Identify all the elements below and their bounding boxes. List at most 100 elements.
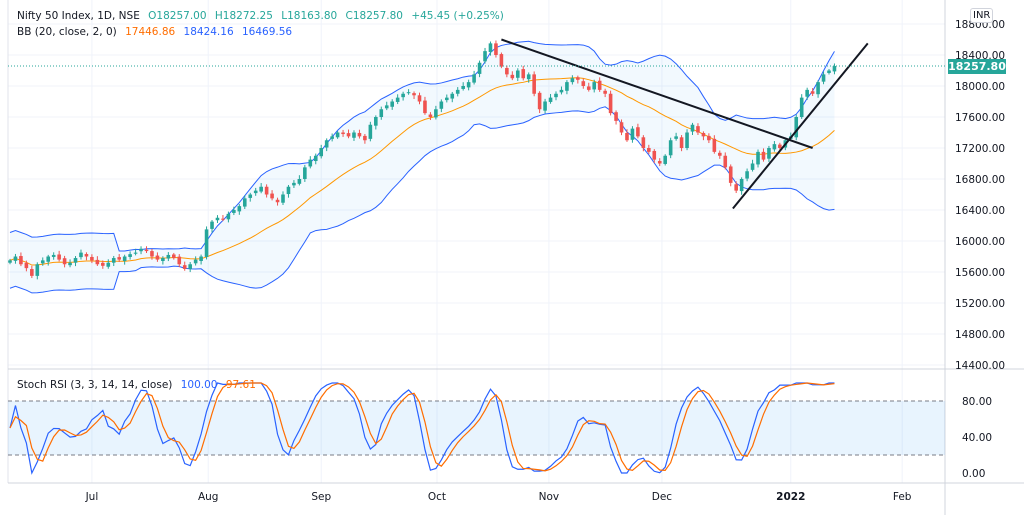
candle xyxy=(68,259,72,268)
candle-body xyxy=(144,249,149,252)
candle xyxy=(723,152,728,170)
candle xyxy=(652,149,657,164)
candle-body xyxy=(57,254,61,260)
candle xyxy=(799,94,804,119)
candle xyxy=(647,144,651,155)
candle-body xyxy=(193,259,198,264)
candle-body xyxy=(674,136,678,139)
candle-body xyxy=(745,171,749,179)
candle xyxy=(259,183,263,194)
low-value: L18163.80 xyxy=(281,10,338,22)
candle xyxy=(581,78,586,89)
candle xyxy=(308,156,313,169)
candle xyxy=(663,154,667,166)
candle-body xyxy=(166,254,171,259)
candle xyxy=(805,87,809,100)
candle xyxy=(499,52,504,69)
candle-body xyxy=(630,128,635,140)
candle-body xyxy=(150,251,154,257)
candle xyxy=(106,259,111,269)
symbol-legend: Nifty 50 Index, 1D, NSE O18257.00 H18272… xyxy=(17,10,509,22)
candle xyxy=(679,135,684,152)
price-tick-label: 15600.00 xyxy=(955,267,1005,279)
candle xyxy=(455,87,460,97)
candle xyxy=(46,254,51,266)
candle-body xyxy=(79,252,83,258)
candle xyxy=(734,181,738,194)
candle-body xyxy=(718,152,722,156)
candle-body xyxy=(570,78,575,83)
candle xyxy=(248,192,253,202)
candle-body xyxy=(46,256,51,262)
candle xyxy=(756,149,760,168)
candle-body xyxy=(761,151,766,160)
candle xyxy=(286,184,291,198)
currency-badge[interactable]: INR xyxy=(970,8,994,23)
candle-body xyxy=(215,217,220,221)
candle xyxy=(690,122,695,136)
candle-body xyxy=(368,124,373,139)
candle xyxy=(395,94,400,105)
time-tick-label: Nov xyxy=(539,491,560,503)
price-tick-label: 14400.00 xyxy=(955,360,1005,372)
time-tick-label: Aug xyxy=(198,491,219,503)
candle-body xyxy=(19,256,23,265)
price-tick-label: 16000.00 xyxy=(955,236,1005,248)
candle-body xyxy=(827,70,831,73)
candle-body xyxy=(204,229,209,257)
candle xyxy=(712,135,717,154)
candle-body xyxy=(483,51,487,62)
candle xyxy=(232,206,236,216)
candle xyxy=(330,133,334,142)
bb-legend[interactable]: BB (20, close, 2, 0) 17446.86 18424.16 1… xyxy=(17,26,297,38)
candle-body xyxy=(657,161,662,164)
candle-body xyxy=(559,89,564,93)
candle xyxy=(374,115,378,130)
candle xyxy=(215,215,220,224)
candle-body xyxy=(750,163,755,170)
candle-body xyxy=(608,93,613,114)
candle xyxy=(13,253,18,264)
candle-body xyxy=(810,91,815,94)
candle xyxy=(657,158,662,167)
trendline xyxy=(732,42,869,210)
candle xyxy=(297,175,302,186)
candle-body xyxy=(723,155,728,168)
candle xyxy=(30,265,34,279)
candle xyxy=(728,164,733,187)
stoch-label: Stoch RSI (3, 3, 14, 14, close) xyxy=(17,379,173,391)
candle-body xyxy=(597,80,602,90)
candle-body xyxy=(24,262,29,269)
candle xyxy=(101,260,105,269)
bb-upper-line xyxy=(9,40,835,252)
candle-body xyxy=(515,70,520,78)
candle-body xyxy=(286,186,291,195)
candle xyxy=(204,226,209,260)
bb-upper-value: 18424.16 xyxy=(183,26,234,38)
candle-body xyxy=(450,93,455,99)
candle xyxy=(570,75,575,85)
candle xyxy=(292,180,296,188)
candle xyxy=(363,133,367,144)
candle-body xyxy=(401,93,405,98)
stoch-legend[interactable]: Stoch RSI (3, 3, 14, 14, close) 100.00 9… xyxy=(17,379,261,391)
candle-body xyxy=(226,213,231,220)
candle-body xyxy=(805,89,809,97)
candle-body xyxy=(253,190,258,194)
candle-body xyxy=(155,255,160,260)
time-tick-label: Oct xyxy=(428,491,446,503)
candle xyxy=(423,96,427,115)
close-value: C18257.80 xyxy=(345,10,403,22)
candle-body xyxy=(95,259,100,265)
candle xyxy=(161,256,165,265)
candle xyxy=(90,254,94,264)
candle-body xyxy=(395,97,400,102)
candle-body xyxy=(477,62,482,74)
candle xyxy=(368,121,373,142)
candle-body xyxy=(505,68,509,75)
candle xyxy=(505,65,509,78)
time-tick-label: 2022 xyxy=(776,491,805,503)
candle-body xyxy=(308,159,313,167)
